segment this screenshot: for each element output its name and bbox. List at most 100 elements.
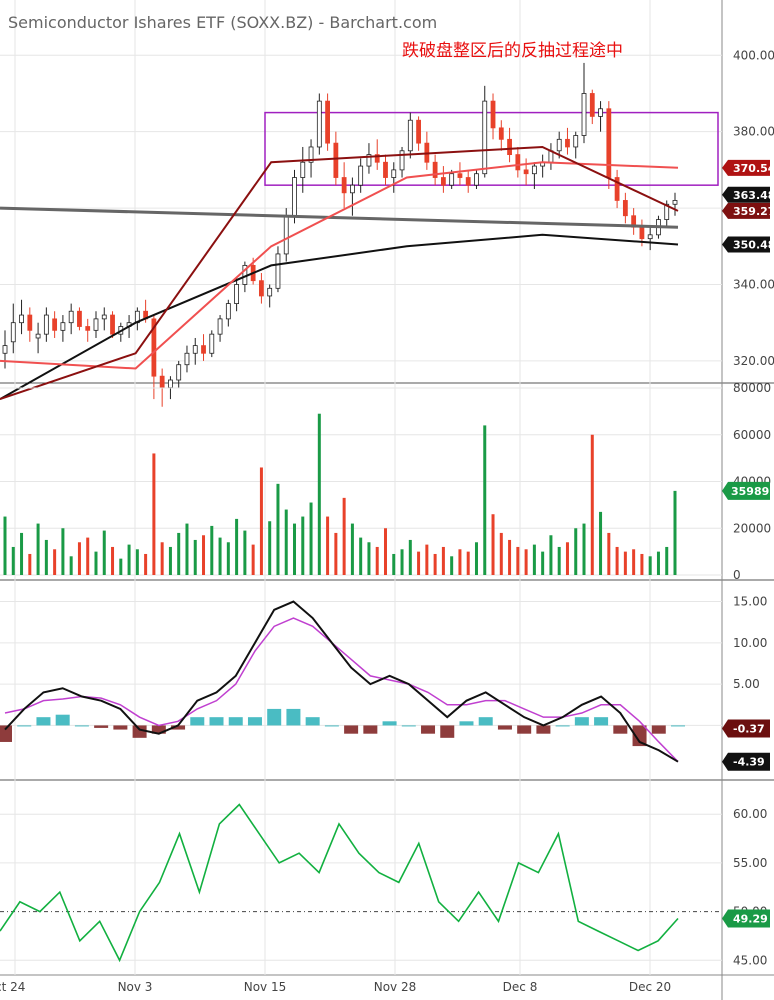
volume-bar [516,546,520,575]
volume-bar [152,453,156,575]
volume-bar [623,551,627,575]
volume-bar [44,539,48,575]
price-value-tag [722,159,770,176]
macd-histogram-bar [171,725,186,730]
candle-body [283,215,289,255]
volume-bar [20,532,24,575]
candle-body [77,310,82,327]
volume-bar [119,558,123,575]
volume-bar [474,542,478,575]
candle-body [10,322,16,343]
volume-bar [301,516,305,575]
candle-body [300,161,306,178]
candle-body [85,326,91,331]
macd-axis-tick-label: 10.00 [733,636,767,650]
x-axis-tick-label: Dec 8 [503,980,538,994]
volume-axis-tick-label: 20000 [733,521,771,535]
candle-body [234,284,240,304]
volume-bar [144,553,148,575]
price-axis-tick-label: 380.00 [733,125,774,139]
candle-body [556,138,562,152]
volume-bar [293,523,297,575]
candle-body [60,322,66,331]
volume-bar [565,542,569,575]
macd-histogram-bar [209,717,224,726]
candle-body [267,287,273,297]
volume-value-tag-label: 35989 [731,485,769,498]
candle-body [383,161,388,178]
volume-bar [590,434,594,575]
macd-histogram-bar [363,725,378,734]
volume-bar [400,549,404,575]
macd-histogram-bar [132,725,147,738]
macd-histogram-bar [536,725,551,734]
macd-histogram-bar [17,725,32,727]
volume-bar [458,549,462,575]
macd-histogram-bar [613,725,628,734]
volume-bar [69,556,73,575]
volume-bar [574,528,578,575]
macd-histogram-bar [344,725,359,734]
candle-body [101,314,107,320]
macd-value-tag-label: -4.39 [733,756,765,769]
volume-bar [127,544,131,575]
candle-body [507,138,512,156]
volume-bar [342,497,346,575]
volume-bar [367,542,371,575]
rsi-line [0,803,679,963]
volume-axis-tick-label: 0 [733,568,741,582]
volume-bar [226,542,230,575]
macd-histogram-bar [459,721,474,726]
candle-body [498,127,504,140]
x-axis-tick-label: Dec 20 [629,980,671,994]
candle-body [184,352,190,366]
candle-body [515,154,521,171]
macd-histogram-bar [517,725,532,734]
volume-bar [615,546,619,575]
volume-bar [243,530,247,575]
ma-100-line [0,233,679,400]
volume-bar [425,544,429,575]
volume-bar [36,523,40,575]
macd-histogram-bar [324,725,339,727]
candle-body [416,119,421,144]
volume-bar [392,553,396,575]
macd-axis-tick-label: 15.00 [733,595,767,609]
candle-body [176,364,182,381]
candle-body [292,177,297,217]
candle-body [457,173,463,178]
macd-histogram-bar [401,725,416,727]
volume-bar [450,556,454,575]
volume-bar [483,425,487,575]
volume-bar [359,537,363,575]
candle-body [465,177,471,186]
price-value-tag-label: 363.48 [733,189,774,202]
volume-bar [111,546,115,575]
volume-bar [375,546,379,575]
volume-bar [3,516,7,575]
candle-body [275,253,281,289]
ma-200-line [0,206,679,229]
volume-value-tag [722,481,770,500]
x-axis-tick-label: ct 24 [0,980,25,994]
volume-bar [499,532,503,575]
volume-bar [334,532,338,575]
volume-axis-tick-label: 60000 [733,428,771,442]
volume-bar [309,502,313,575]
candle-body [531,165,537,175]
volume-bar [524,549,528,575]
macd-histogram-bar [151,725,166,734]
volume-bar [665,546,669,575]
volume-bar [466,551,470,575]
volume-bar [11,546,15,575]
candle-body [490,100,496,129]
price-value-tag-label: 370.54 [733,162,774,175]
volume-bar [168,546,172,575]
candle-body [391,169,397,178]
volume-bar [193,539,197,575]
ma-20-line [0,145,679,401]
macd-histogram-bar [421,725,436,734]
candle-body [672,200,678,205]
volume-bar [77,542,81,575]
